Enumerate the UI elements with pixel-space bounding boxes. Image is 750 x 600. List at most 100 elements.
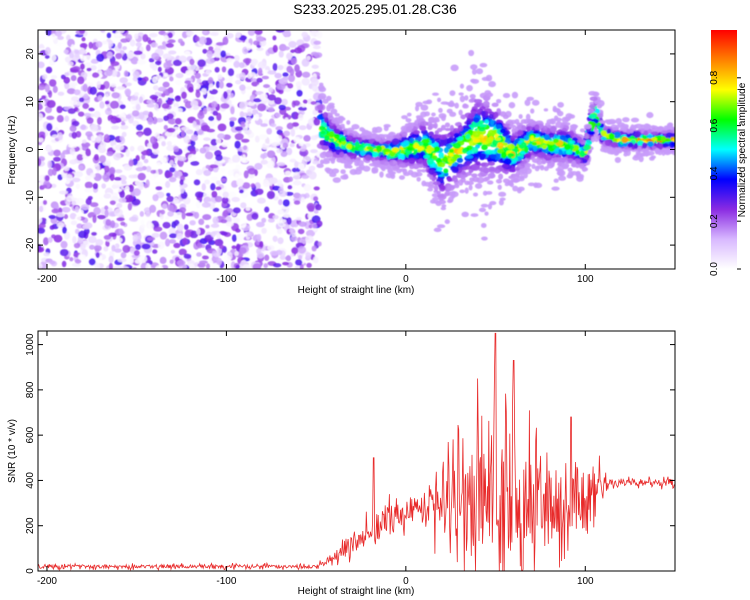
spectrogram-signal-blob — [590, 136, 596, 143]
spectrogram-noise-blob — [281, 30, 291, 37]
spectrogram-noise-blob — [135, 244, 141, 251]
spectrogram-signal-blob — [499, 128, 506, 134]
spectrogram-noise-blob — [166, 127, 176, 133]
spectrogram-noise-blob — [247, 231, 254, 237]
spectrogram-noise-blob — [298, 255, 303, 260]
spectrogram-signal-blob — [479, 62, 488, 68]
spectrogram-noise-blob — [196, 200, 201, 209]
spectrogram-signal-blob — [576, 139, 584, 143]
spectrogram-noise-blob — [243, 145, 248, 151]
spectrogram-signal-blob — [615, 117, 622, 125]
spectrogram-noise-blob — [88, 258, 96, 266]
spectrogram-noise-blob — [174, 79, 182, 86]
spectrogram-noise-blob — [157, 135, 165, 142]
spectrogram-noise-blob — [204, 234, 214, 242]
spectrogram-noise-blob — [132, 234, 139, 242]
spectrogram-noise-blob — [71, 120, 80, 127]
spectrogram-noise-blob — [233, 55, 240, 62]
spectrogram-noise-blob — [239, 219, 247, 229]
spectrogram-noise-blob — [214, 66, 220, 73]
spectrogram-noise-blob — [154, 181, 162, 186]
spectrogram-noise-blob — [256, 47, 264, 52]
spectrogram-noise-blob — [173, 197, 179, 204]
spectrogram-signal-blob — [518, 176, 525, 182]
spectrogram-noise-blob — [236, 178, 244, 187]
spectrogram-noise-blob — [106, 51, 113, 59]
spectrogram-noise-blob — [210, 138, 218, 146]
spectrogram-noise-blob — [68, 82, 78, 87]
spectrogram-signal-blob — [362, 130, 370, 135]
spectrogram-noise-blob — [173, 146, 179, 152]
spectrogram-signal-blob — [319, 152, 327, 159]
spectrogram-noise-blob — [229, 120, 235, 128]
spectrogram-noise-blob — [38, 216, 43, 224]
spectrogram-noise-blob — [158, 178, 167, 183]
spectrogram-noise-blob — [203, 107, 208, 115]
y-tick-label: 800 — [25, 381, 36, 398]
spectrogram-noise-blob — [189, 148, 197, 156]
spectrogram-noise-blob — [296, 89, 303, 97]
spectrogram-signal-blob — [332, 177, 341, 183]
spectrogram-noise-blob — [261, 69, 270, 75]
spectrogram-noise-blob — [298, 106, 307, 112]
spectrogram-noise-blob — [160, 157, 168, 164]
spectrogram-signal-blob — [433, 146, 441, 152]
spectrogram-signal-blob — [508, 102, 516, 109]
spectrogram-signal-blob — [604, 139, 612, 146]
spectrogram-signal-blob — [420, 169, 427, 173]
spectrogram-noise-blob — [66, 34, 71, 41]
spectrogram-noise-blob — [44, 47, 51, 55]
spectrogram-signal-blob — [524, 146, 529, 153]
spectrogram-noise-blob — [70, 96, 79, 102]
spectrogram-noise-blob — [57, 174, 63, 181]
spectrogram-signal-blob — [508, 124, 517, 129]
spectrogram-noise-blob — [61, 260, 67, 268]
spectrogram-noise-blob — [147, 142, 152, 148]
spectrogram-noise-blob — [169, 233, 178, 239]
spectrogram-noise-blob — [301, 103, 306, 108]
spectrogram-noise-blob — [157, 98, 163, 106]
spectrogram-noise-blob — [177, 156, 187, 162]
spectrogram-signal-blob — [642, 134, 648, 140]
snr-x-label: Height of straight line (km) — [298, 586, 415, 597]
spectrogram-noise-blob — [253, 40, 260, 46]
spectrogram-noise-blob — [212, 207, 220, 212]
spectrogram-noise-blob — [231, 245, 237, 250]
spectrogram-noise-blob — [207, 77, 214, 85]
spectrogram-noise-blob — [250, 183, 256, 188]
spectrogram-signal-blob — [329, 137, 335, 142]
spectrogram-noise-blob — [149, 32, 158, 38]
spectrogram-noise-blob — [267, 245, 275, 251]
spectrogram-noise-blob — [46, 99, 56, 108]
spectrogram-noise-blob — [151, 232, 160, 238]
spectrogram-noise-blob — [63, 49, 69, 54]
spectrogram-noise-blob — [51, 234, 56, 239]
spectrogram-signal-blob — [452, 128, 460, 135]
spectrogram-noise-blob — [221, 197, 229, 204]
spectrogram-signal-blob — [341, 159, 348, 164]
spectrogram-noise-blob — [313, 196, 319, 202]
spectrogram-noise-blob — [78, 165, 84, 170]
spectrogram-noise-blob — [293, 200, 301, 205]
colorbar-tick-label: 0.4 — [709, 166, 720, 180]
spectrogram-noise-blob — [53, 149, 61, 157]
spectrogram-noise-blob — [132, 120, 140, 127]
spectrogram-signal-blob — [440, 206, 447, 211]
spectrogram-noise-blob — [310, 149, 318, 154]
spectrogram-noise-blob — [189, 220, 196, 226]
spectrogram-noise-blob — [46, 115, 55, 121]
spectrogram-signal-blob — [434, 116, 440, 121]
spectrogram-noise-blob — [190, 161, 200, 166]
spectrogram-noise-blob — [195, 191, 204, 198]
spectrogram-noise-blob — [263, 84, 271, 89]
spectrogram-noise-blob — [115, 237, 123, 243]
spectrogram-noise-blob — [103, 234, 112, 240]
spectrogram-noise-blob — [253, 98, 262, 103]
spectrogram-signal-blob — [426, 158, 434, 165]
spectrogram-noise-blob — [119, 135, 125, 142]
spectrogram-noise-blob — [108, 255, 114, 264]
spectrogram-signal-blob — [468, 168, 474, 173]
spectrogram-signal-blob — [346, 135, 353, 141]
spectrogram-noise-blob — [234, 173, 240, 181]
spectrogram-noise-blob — [276, 148, 283, 154]
